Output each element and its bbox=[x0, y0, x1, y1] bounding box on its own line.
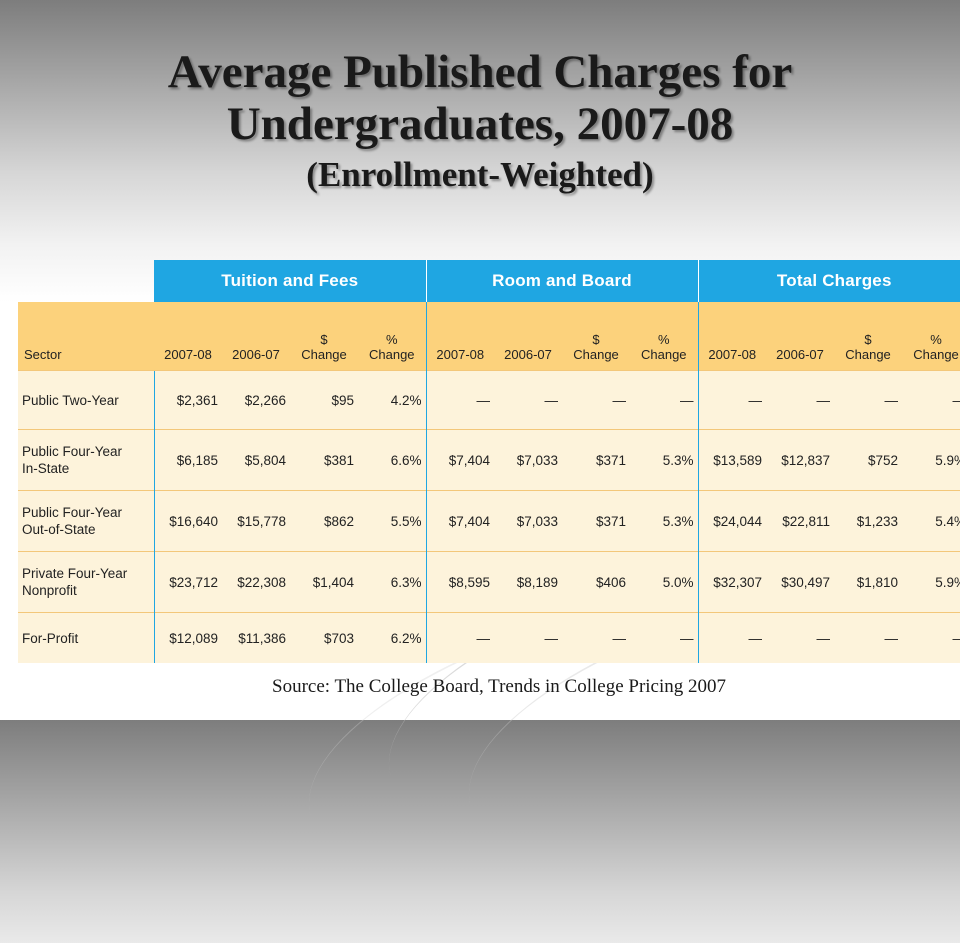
tf-value-cell: $381 bbox=[290, 429, 358, 491]
rb-value-cell: 5.3% bbox=[630, 490, 699, 552]
column-header-rb-2007: 2007-08 bbox=[425, 302, 495, 371]
column-header-row: Sector 2007-08 2006-07 $ Change % Change 2… bbox=[18, 302, 960, 371]
rb-value-cell: 5.3% bbox=[630, 429, 699, 491]
rb-value-cell: $406 bbox=[562, 551, 631, 613]
rb-value-cell: — bbox=[562, 370, 631, 430]
tc-value-cell: $12,837 bbox=[766, 429, 835, 491]
charges-table: Tuition and Fees Room and Board Total Ch… bbox=[18, 260, 960, 663]
rb-value-cell: $7,404 bbox=[425, 429, 495, 491]
sector-cell: Public Four-Year Out-of-State bbox=[18, 490, 154, 552]
table-row: Public Four-Year In-State $6,185 $5,804 $381… bbox=[18, 429, 960, 491]
tc-value-cell: — bbox=[902, 370, 960, 430]
title-line-1: Average Published Charges for bbox=[167, 46, 793, 98]
rb-value-cell: $7,404 bbox=[425, 490, 495, 552]
tf-value-cell: 6.2% bbox=[358, 612, 427, 663]
tc-value-cell: — bbox=[697, 370, 767, 430]
rb-value-cell: — bbox=[494, 370, 563, 430]
column-header-rb-dollar-change: $ Change bbox=[562, 302, 631, 371]
column-header-tc-pct-change: % Change bbox=[902, 302, 960, 371]
tc-value-cell: 5.4% bbox=[902, 490, 960, 552]
rb-value-cell: $8,595 bbox=[425, 551, 495, 613]
rb-value-cell: — bbox=[425, 370, 495, 430]
rb-value-cell: — bbox=[630, 612, 699, 663]
charges-table-container: Tuition and Fees Room and Board Total Ch… bbox=[18, 260, 960, 663]
tf-value-cell: $5,804 bbox=[222, 429, 290, 491]
tf-value-cell: $703 bbox=[290, 612, 358, 663]
tc-value-cell: $1,810 bbox=[834, 551, 903, 613]
tc-value-cell: $13,589 bbox=[697, 429, 767, 491]
tc-value-cell: — bbox=[766, 612, 835, 663]
tf-value-cell: $12,089 bbox=[153, 612, 222, 663]
source-citation: Source: The College Board, Trends in Col… bbox=[272, 676, 727, 697]
tf-value-cell: 6.6% bbox=[358, 429, 427, 491]
column-header-rb-2006: 2006-07 bbox=[494, 302, 563, 371]
column-header-tf-pct-change: % Change bbox=[358, 302, 427, 371]
column-header-tc-2007: 2007-08 bbox=[697, 302, 767, 371]
rb-value-cell: $371 bbox=[562, 490, 631, 552]
tf-value-cell: $15,778 bbox=[222, 490, 290, 552]
tf-value-cell: $2,266 bbox=[222, 370, 290, 430]
tf-value-cell: 6.3% bbox=[358, 551, 427, 613]
tc-value-cell: — bbox=[834, 370, 903, 430]
rb-value-cell: — bbox=[562, 612, 631, 663]
tc-value-cell: $32,307 bbox=[697, 551, 767, 613]
column-header-sector: Sector bbox=[18, 302, 154, 371]
group-header-row: Tuition and Fees Room and Board Total Ch… bbox=[18, 260, 960, 302]
tc-value-cell: 5.9% bbox=[902, 551, 960, 613]
sector-cell: Private Four-Year Nonprofit bbox=[18, 551, 154, 613]
sector-cell: For-Profit bbox=[18, 612, 154, 663]
tc-value-cell: — bbox=[766, 370, 835, 430]
column-header-tf-2006: 2006-07 bbox=[222, 302, 290, 371]
sector-cell: Public Four-Year In-State bbox=[18, 429, 154, 491]
tf-value-cell: $862 bbox=[290, 490, 358, 552]
rb-value-cell: $7,033 bbox=[494, 490, 563, 552]
tc-value-cell: $24,044 bbox=[697, 490, 767, 552]
rb-value-cell: — bbox=[425, 612, 495, 663]
group-header-blank bbox=[18, 260, 154, 302]
rb-value-cell: — bbox=[494, 612, 563, 663]
tf-value-cell: 5.5% bbox=[358, 490, 427, 552]
rb-value-cell: 5.0% bbox=[630, 551, 699, 613]
group-header-total: Total Charges bbox=[697, 260, 960, 302]
table-row: Public Two-Year $2,361 $2,266 $95 4.2% — — — — — —… bbox=[18, 370, 960, 430]
table-row: Public Four-Year Out-of-State $16,640 $15,7… bbox=[18, 490, 960, 552]
tf-value-cell: $6,185 bbox=[153, 429, 222, 491]
group-header-tuition: Tuition and Fees bbox=[154, 260, 427, 302]
column-header-tc-dollar-change: $ Change bbox=[834, 302, 903, 371]
tc-value-cell: — bbox=[834, 612, 903, 663]
rb-value-cell: $8,189 bbox=[494, 551, 563, 613]
tf-value-cell: 4.2% bbox=[358, 370, 427, 430]
tc-value-cell: — bbox=[902, 612, 960, 663]
group-header-room-board: Room and Board bbox=[425, 260, 699, 302]
title-subtitle: (Enrollment-Weighted) bbox=[306, 155, 654, 194]
tc-value-cell: — bbox=[697, 612, 767, 663]
tf-value-cell: $23,712 bbox=[153, 551, 222, 613]
rb-value-cell: — bbox=[630, 370, 699, 430]
rb-value-cell: $7,033 bbox=[494, 429, 563, 491]
tf-value-cell: $16,640 bbox=[153, 490, 222, 552]
column-header-tc-2006: 2006-07 bbox=[766, 302, 835, 371]
tc-value-cell: $30,497 bbox=[766, 551, 835, 613]
tc-value-cell: $752 bbox=[834, 429, 903, 491]
tc-value-cell: $1,233 bbox=[834, 490, 903, 552]
column-header-tf-dollar-change: $ Change bbox=[290, 302, 358, 371]
tf-value-cell: $1,404 bbox=[290, 551, 358, 613]
slide-title: Average Published Charges for Undergradu… bbox=[0, 46, 960, 198]
column-header-rb-pct-change: % Change bbox=[630, 302, 699, 371]
tf-value-cell: $2,361 bbox=[153, 370, 222, 430]
tf-value-cell: $95 bbox=[290, 370, 358, 430]
sector-cell: Public Two-Year bbox=[18, 370, 154, 430]
column-header-tf-2007: 2007-08 bbox=[154, 302, 222, 371]
tf-value-cell: $22,308 bbox=[222, 551, 290, 613]
tf-value-cell: $11,386 bbox=[222, 612, 290, 663]
table-body: Public Two-Year $2,361 $2,266 $95 4.2% — — — — — —… bbox=[18, 370, 960, 663]
rb-value-cell: $371 bbox=[562, 429, 631, 491]
tc-value-cell: 5.9% bbox=[902, 429, 960, 491]
table-row: Private Four-Year Nonprofit $23,712 $22,308… bbox=[18, 551, 960, 613]
title-line-2: Undergraduates, 2007-08 bbox=[226, 98, 734, 150]
tc-value-cell: $22,811 bbox=[766, 490, 835, 552]
